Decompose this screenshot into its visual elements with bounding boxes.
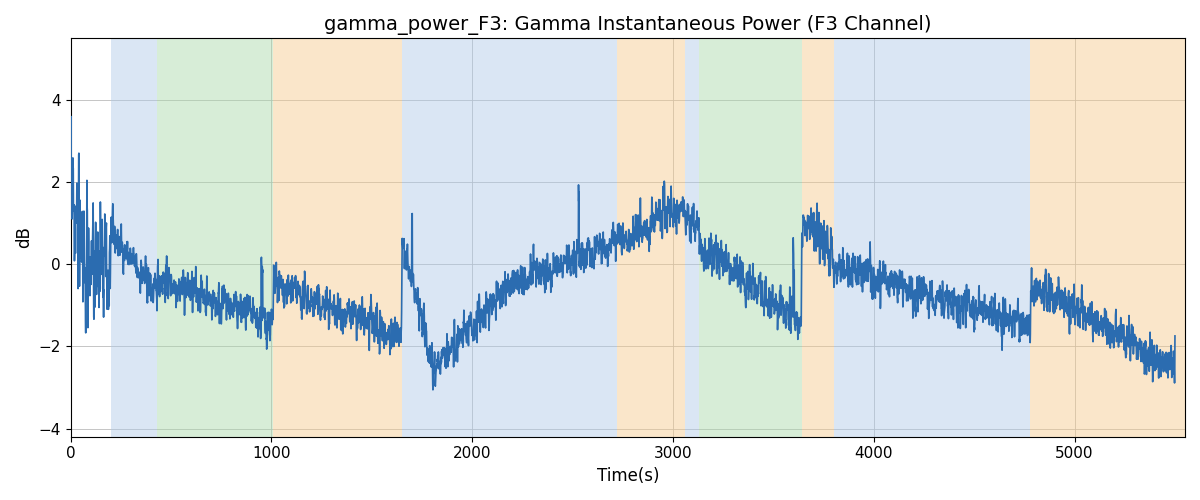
Title: gamma_power_F3: Gamma Instantaneous Power (F3 Channel): gamma_power_F3: Gamma Instantaneous Powe…	[324, 15, 931, 35]
Bar	[802, 38, 834, 436]
X-axis label: Time(s): Time(s)	[596, 467, 659, 485]
Y-axis label: dB: dB	[16, 226, 34, 248]
Bar	[157, 38, 274, 436]
Bar	[617, 38, 685, 436]
Bar	[274, 38, 402, 436]
Bar	[402, 38, 617, 436]
Bar	[1031, 38, 1186, 436]
Bar	[685, 38, 700, 436]
Bar	[834, 38, 1031, 436]
Bar	[110, 38, 157, 436]
Bar	[700, 38, 802, 436]
